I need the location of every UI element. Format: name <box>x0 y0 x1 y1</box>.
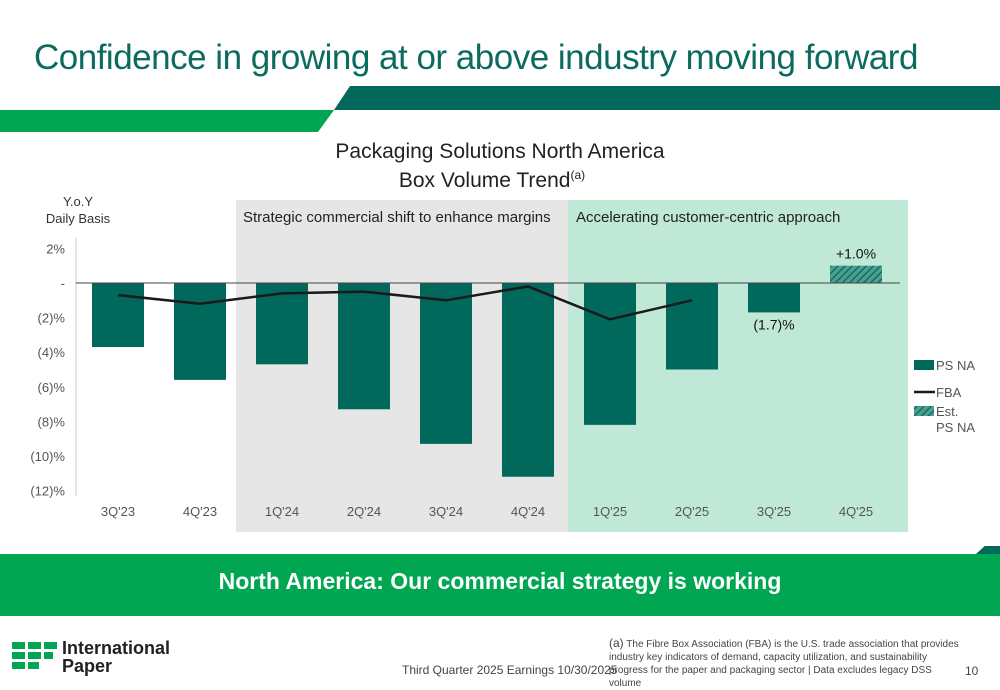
x-tick-label: 3Q'24 <box>429 504 463 519</box>
logo-line2: Paper <box>62 656 113 676</box>
footnote-mark: (a) <box>609 636 624 650</box>
bar-ps-na <box>584 283 636 425</box>
fba-line <box>117 285 693 321</box>
x-tick-label: 1Q'24 <box>265 504 299 519</box>
legend-swatch-est-ps-na <box>914 406 934 416</box>
bar-ps-na <box>338 283 390 410</box>
x-tick-label: 2Q'25 <box>675 504 709 519</box>
y-tick-label: (10)% <box>30 449 65 464</box>
legend-label-fba: FBA <box>936 385 962 400</box>
footnote: (a) The Fibre Box Association (FBA) is t… <box>609 637 959 690</box>
bar-ps-na <box>748 283 800 313</box>
legend-label-est-line: Est. <box>936 404 958 419</box>
x-tick-label: 2Q'24 <box>347 504 381 519</box>
bar-ps-na <box>666 283 718 370</box>
legend: PS NA FBA Est. PS NA <box>914 358 975 435</box>
y-tick-label: (6)% <box>38 380 66 395</box>
footer-date: Third Quarter 2025 Earnings 10/30/2025 <box>402 663 618 677</box>
region-label-accelerating: Accelerating customer-centric approach <box>576 209 840 226</box>
slide-title: Confidence in growing at or above indust… <box>34 38 918 77</box>
footnote-text: The Fibre Box Association (FBA) is the U… <box>609 639 959 689</box>
bar-ps-na <box>92 283 144 348</box>
y-tick-label: (12)% <box>30 484 65 499</box>
x-tick-label: 4Q'23 <box>183 504 217 519</box>
y-axis-label-line1: Y.o.Y <box>63 194 93 209</box>
logo-line1: International <box>62 638 171 658</box>
legend-label-ps-na: PS NA <box>936 358 975 373</box>
bar-ps-na <box>502 283 554 477</box>
international-paper-logo <box>12 642 57 669</box>
y-tick-label: 2% <box>46 241 65 256</box>
data-label: (1.7)% <box>753 316 794 332</box>
y-tick-label: (8)% <box>38 414 66 429</box>
x-tick-label: 3Q'25 <box>757 504 791 519</box>
x-tick-label: 4Q'25 <box>839 504 873 519</box>
box-volume-chart: Strategic commercial shift to enhance ma… <box>30 140 975 532</box>
y-tick-label: (4)% <box>38 345 66 360</box>
y-axis-label-line2: Daily Basis <box>46 211 111 226</box>
bar-est-ps-na <box>830 265 882 283</box>
page-number: 10 <box>965 664 979 678</box>
y-tick-label: - <box>61 276 65 291</box>
x-tick-label: 4Q'24 <box>511 504 545 519</box>
bar-ps-na <box>420 283 472 444</box>
x-tick-label: 1Q'25 <box>593 504 627 519</box>
x-tick-label: 3Q'23 <box>101 504 135 519</box>
logo-wordmark: International Paper <box>62 639 170 675</box>
legend-swatch-ps-na <box>914 360 934 370</box>
chart-title-line1: Packaging Solutions North America <box>335 140 664 163</box>
header-accent-band <box>0 86 1000 132</box>
bottom-banner <box>0 546 1000 616</box>
y-tick-label: (2)% <box>38 311 66 326</box>
banner-message: North America: Our commercial strategy i… <box>218 568 782 594</box>
chart-title-line2: Box Volume Trend(a) <box>399 168 585 192</box>
bar-ps-na <box>174 283 226 380</box>
legend-label-est-ps-na: Est. PS NA <box>936 404 975 435</box>
data-label: +1.0% <box>836 246 876 262</box>
region-label-strategic: Strategic commercial shift to enhance ma… <box>243 209 551 226</box>
legend-label-est-line: PS NA <box>936 420 975 435</box>
